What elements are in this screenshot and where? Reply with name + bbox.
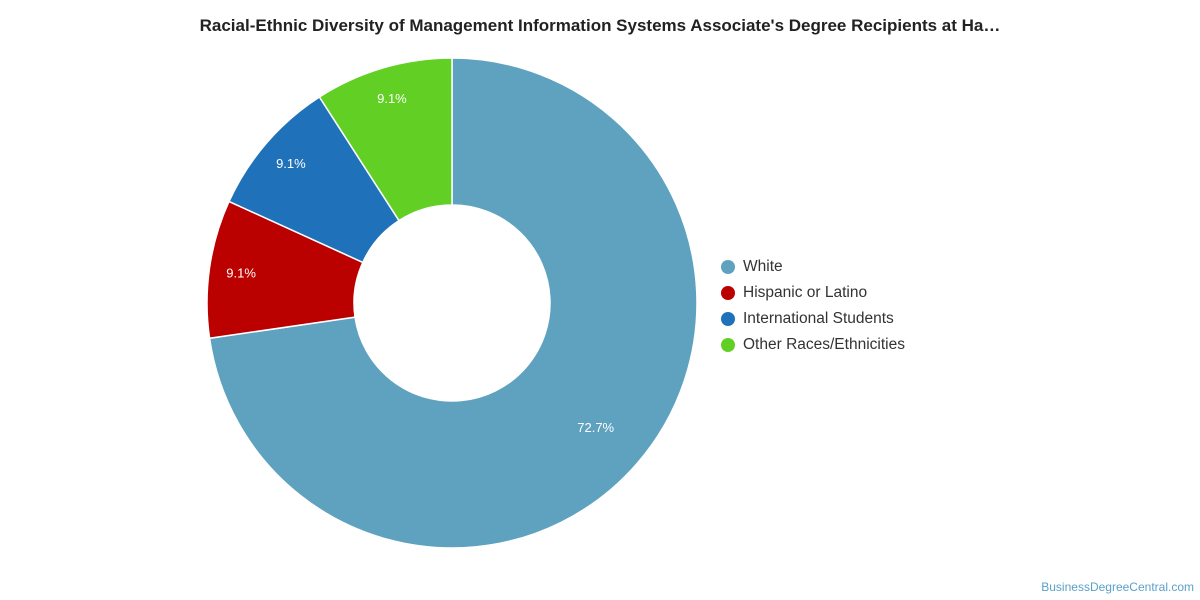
slice-labels-group: 72.7% 9.1% 9.1% 9.1%: [226, 91, 614, 435]
slice-white[interactable]: [208, 57, 698, 549]
legend-swatch-international-students: [721, 312, 735, 326]
legend-item-white[interactable]: White: [721, 254, 981, 280]
slice-label-international-students: 9.1%: [276, 156, 306, 171]
legend-label-white: White: [743, 258, 783, 275]
chart-title: Racial-Ethnic Diversity of Management In…: [199, 16, 1001, 35]
legend-swatch-white: [721, 260, 735, 274]
slices-group: [206, 57, 698, 549]
slice-label-hispanic-or-latino: 9.1%: [226, 265, 256, 280]
slice-label-other-races-ethnicities: 9.1%: [377, 91, 407, 106]
legend-item-international-students[interactable]: International Students: [721, 306, 981, 332]
legend-swatch-other-races-ethnicities: [721, 338, 735, 352]
legend-item-other-races-ethnicities[interactable]: Other Races/Ethnicities: [721, 332, 981, 358]
source-credit[interactable]: BusinessDegreeCentral.com: [1041, 580, 1194, 594]
legend-label-international-students: International Students: [743, 310, 894, 327]
legend-swatch-hispanic-or-latino: [721, 286, 735, 300]
legend-label-other-races-ethnicities: Other Races/Ethnicities: [743, 336, 905, 353]
legend-item-hispanic-or-latino[interactable]: Hispanic or Latino: [721, 280, 981, 306]
slice-label-white: 72.7%: [577, 420, 614, 435]
slice-other-races-ethnicities[interactable]: [318, 57, 453, 222]
legend-label-hispanic-or-latino: Hispanic or Latino: [743, 284, 868, 301]
legend: White Hispanic or Latino International S…: [721, 254, 981, 358]
